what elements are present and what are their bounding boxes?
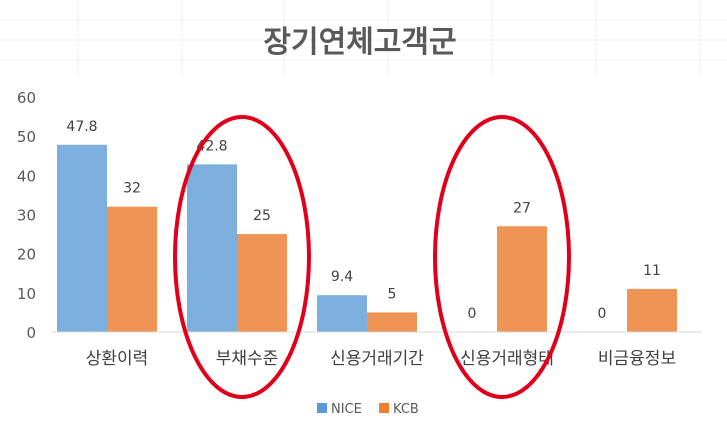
x-axis-labels: 상환이력 부채수준 신용거래기간 신용거래형태 비금융정보 xyxy=(86,349,676,369)
data-label: 0 xyxy=(598,306,607,322)
y-tick-label: 0 xyxy=(26,324,36,342)
bar-kcb xyxy=(237,234,287,332)
data-label: 9.4 xyxy=(331,269,353,285)
x-tick-label: 부채수준 xyxy=(216,349,279,369)
bar-nice xyxy=(317,295,367,332)
bar-nice xyxy=(57,144,107,332)
x-tick-label: 신용거래형태 xyxy=(460,349,554,369)
legend-swatch xyxy=(317,403,327,413)
x-tick-label: 비금융정보 xyxy=(598,349,676,369)
highlight-ellipse xyxy=(173,115,311,399)
y-tick-label: 40 xyxy=(17,167,36,185)
legend-swatch xyxy=(379,403,389,413)
legend: NICE KCB xyxy=(317,402,419,417)
bar-kcb xyxy=(367,312,417,332)
bars xyxy=(57,144,677,332)
legend-label: NICE xyxy=(331,402,362,417)
y-tick-label: 50 xyxy=(17,128,36,146)
bar-kcb xyxy=(107,206,157,332)
y-tick-label: 30 xyxy=(17,207,36,225)
data-label: 11 xyxy=(643,263,661,279)
legend-label: KCB xyxy=(393,402,419,417)
bar-nice xyxy=(187,164,237,332)
data-label: 25 xyxy=(253,208,271,224)
y-tick-label: 10 xyxy=(17,285,36,303)
y-axis: 0 10 20 30 40 50 60 xyxy=(17,89,36,342)
y-tick-label: 20 xyxy=(17,246,36,264)
highlight-ellipse xyxy=(433,115,571,399)
chart-title: 장기연체고객군 xyxy=(263,25,456,60)
x-tick-label: 상환이력 xyxy=(86,349,149,369)
bar-kcb xyxy=(497,226,547,332)
y-tick-label: 60 xyxy=(17,89,36,107)
x-tick-label: 신용거래기간 xyxy=(330,349,424,369)
data-label: 5 xyxy=(388,286,397,302)
data-label: 0 xyxy=(468,306,477,322)
data-label: 47.8 xyxy=(66,119,97,135)
data-label: 32 xyxy=(123,181,141,197)
data-label: 27 xyxy=(513,200,531,216)
bar-kcb xyxy=(627,288,677,332)
annotations xyxy=(173,115,571,399)
